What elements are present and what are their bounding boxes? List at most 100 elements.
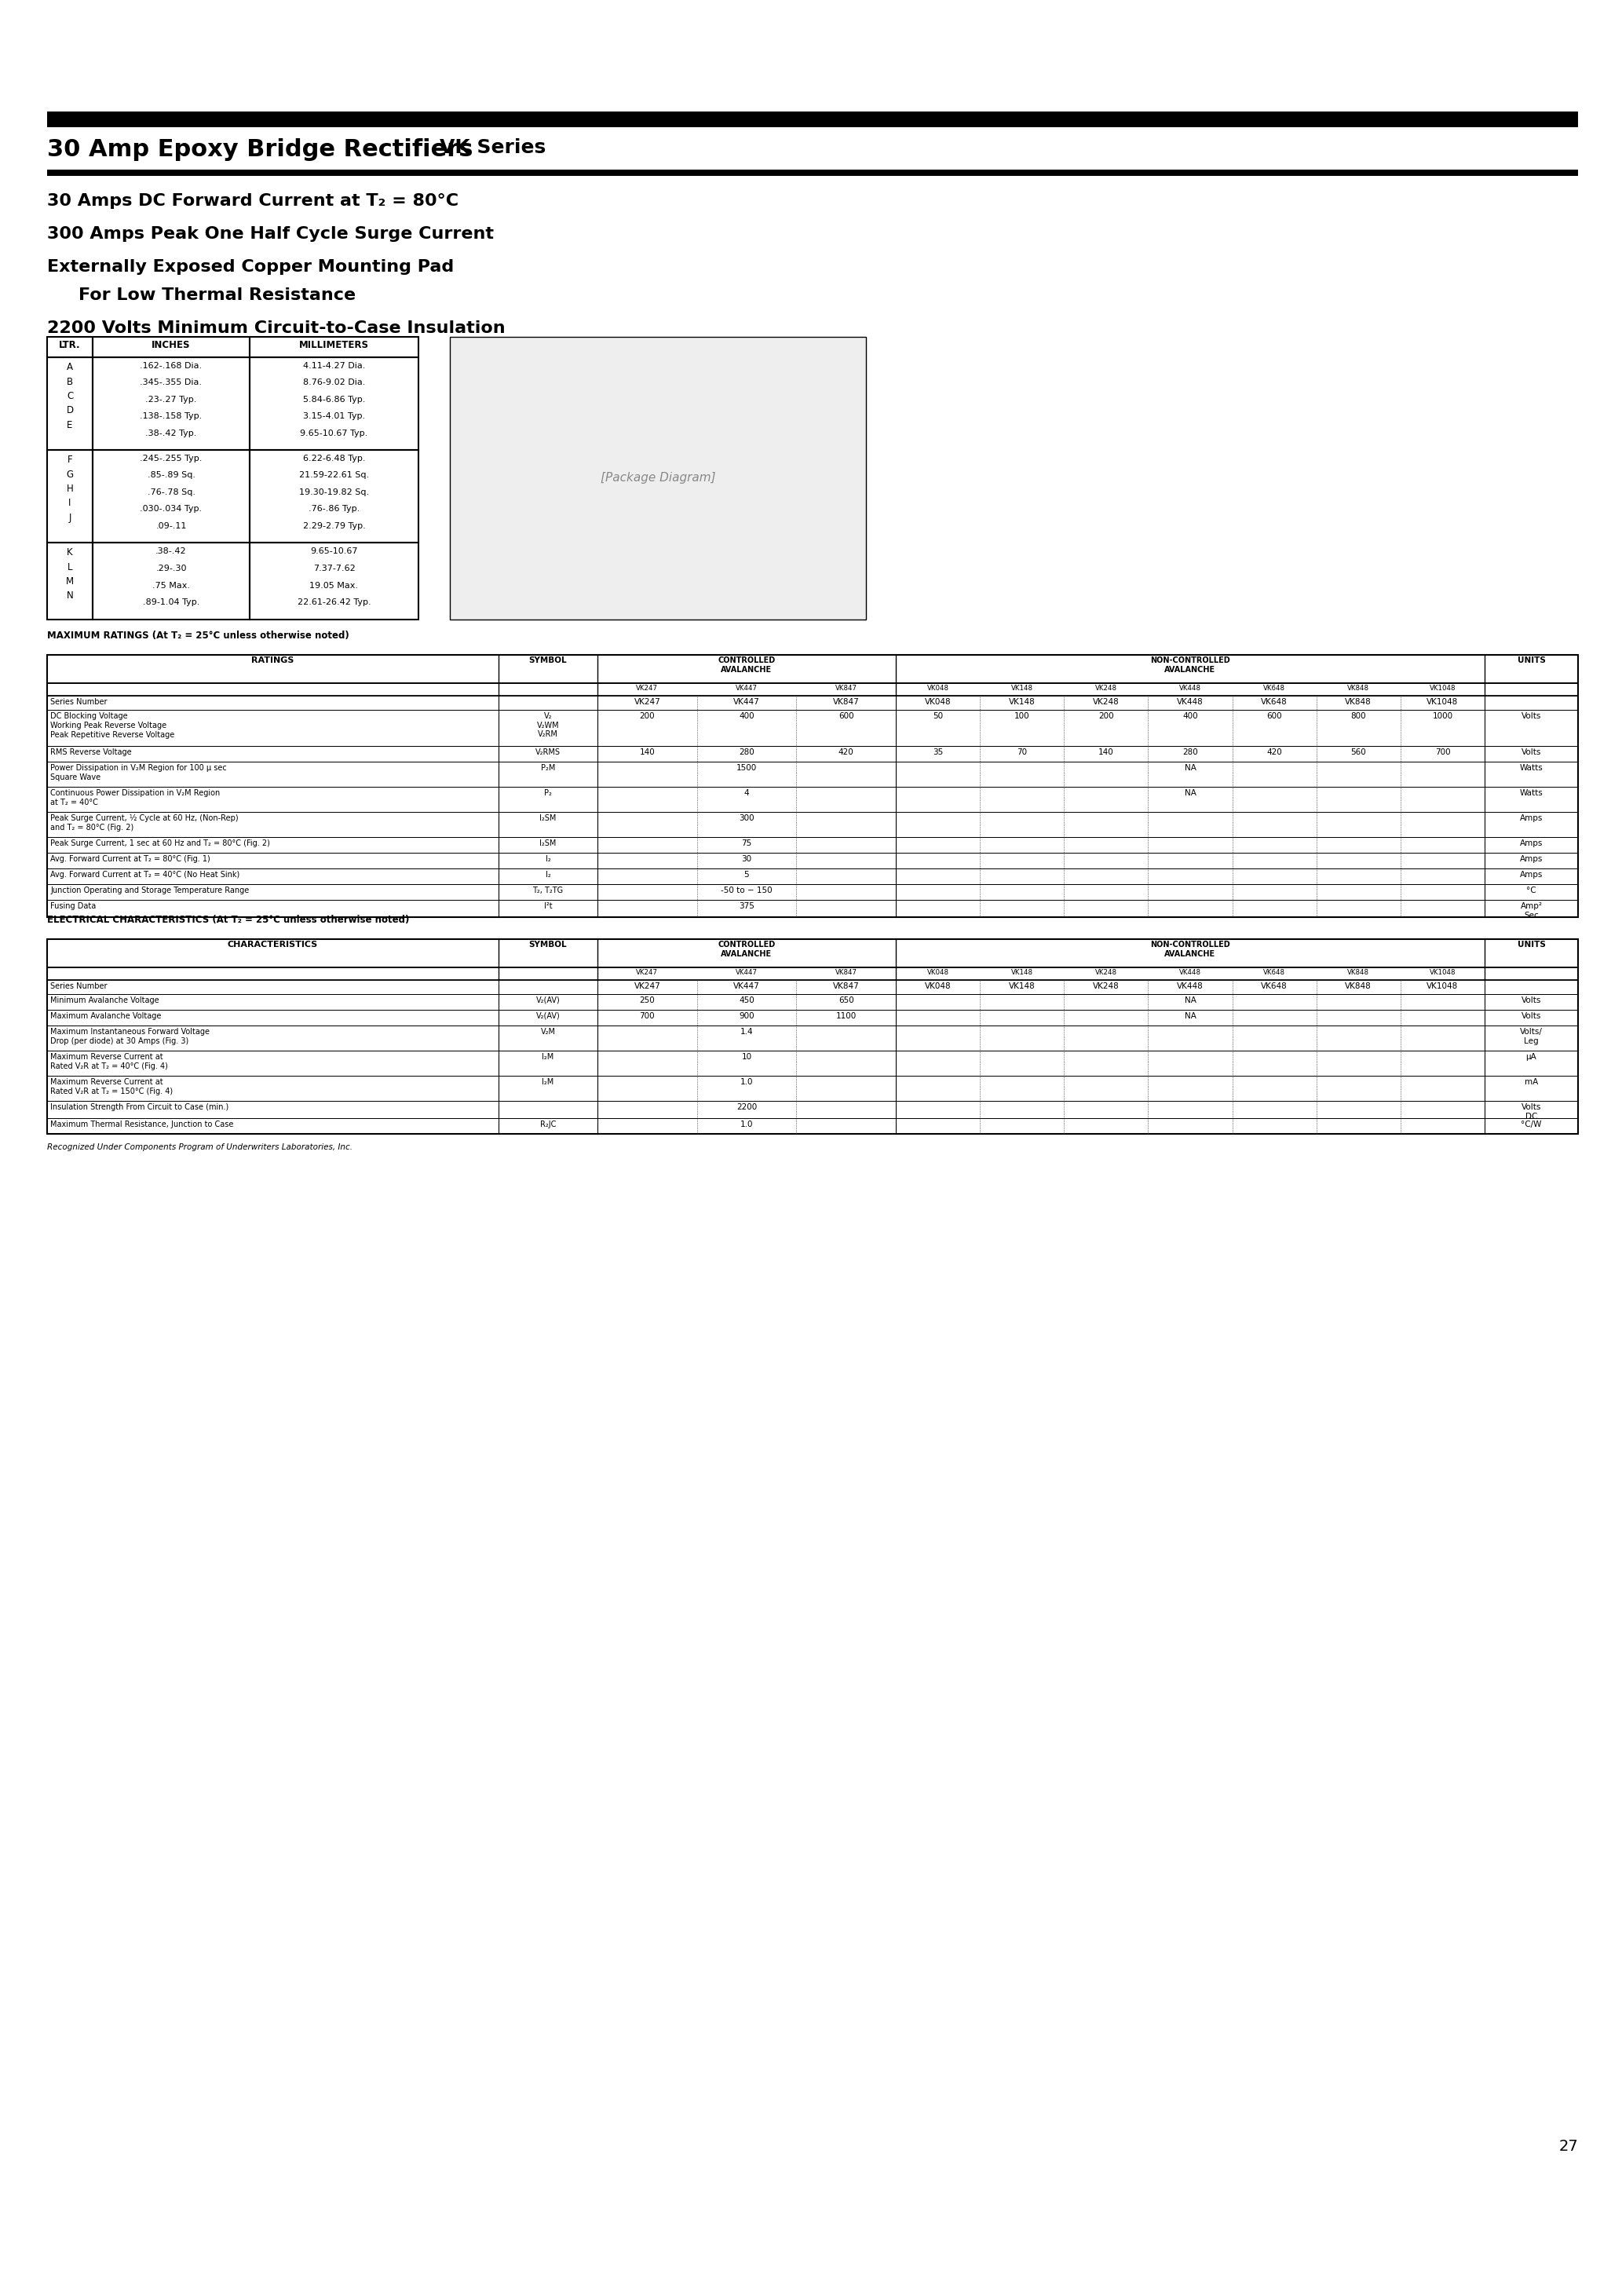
Text: VK1048: VK1048 — [1427, 698, 1458, 705]
Text: 6.22-6.48 Typ.: 6.22-6.48 Typ. — [303, 455, 365, 461]
Text: 2200 Volts Minimum Circuit-to-Case Insulation: 2200 Volts Minimum Circuit-to-Case Insul… — [47, 321, 506, 335]
Text: 200: 200 — [1098, 712, 1114, 721]
Text: Volts: Volts — [1521, 748, 1541, 755]
Bar — [47, 967, 1578, 980]
Bar — [47, 939, 1578, 967]
Text: Peak Surge Current, 1 sec at 60 Hz and T₂ = 80°C (Fig. 2): Peak Surge Current, 1 sec at 60 Hz and T… — [50, 840, 269, 847]
Bar — [92, 338, 250, 358]
Text: 400: 400 — [1182, 712, 1199, 721]
Text: 420: 420 — [1267, 748, 1281, 755]
Bar — [250, 338, 418, 358]
Text: R₂JC: R₂JC — [540, 1120, 556, 1127]
Bar — [47, 1100, 1578, 1118]
Text: VK848: VK848 — [1345, 983, 1372, 990]
Text: Volts: Volts — [1521, 712, 1541, 721]
Text: MAXIMUM RATINGS (At T₂ = 25°C unless otherwise noted): MAXIMUM RATINGS (At T₂ = 25°C unless oth… — [47, 631, 349, 641]
Text: VK148: VK148 — [1009, 983, 1035, 990]
Text: 420: 420 — [839, 748, 853, 755]
Text: I₂SM: I₂SM — [540, 840, 556, 847]
Text: 5: 5 — [744, 870, 749, 879]
Text: Amps: Amps — [1520, 840, 1543, 847]
Text: .76-.78 Sq.: .76-.78 Sq. — [148, 489, 195, 496]
Text: V₂M: V₂M — [540, 1029, 555, 1035]
Text: VK247: VK247 — [634, 983, 660, 990]
Text: Peak Surge Current, ½ Cycle at 60 Hz, (Non-Rep)
and T₂ = 80°C (Fig. 2): Peak Surge Current, ½ Cycle at 60 Hz, (N… — [50, 815, 238, 831]
Text: UNITS: UNITS — [1517, 941, 1546, 948]
Text: VK648: VK648 — [1260, 698, 1288, 705]
Text: VK248: VK248 — [1095, 684, 1118, 691]
Text: -50 to − 150: -50 to − 150 — [720, 886, 772, 895]
Text: VK447: VK447 — [733, 698, 759, 705]
Text: For Low Thermal Resistance: For Low Thermal Resistance — [78, 287, 355, 303]
Bar — [47, 1026, 1578, 1052]
Bar — [92, 358, 250, 450]
Text: 30 Amps DC Forward Current at T₂ = 80°C: 30 Amps DC Forward Current at T₂ = 80°C — [47, 193, 459, 209]
Text: 140: 140 — [1098, 748, 1114, 755]
Bar — [47, 868, 1578, 884]
Text: CHARACTERISTICS: CHARACTERISTICS — [227, 941, 318, 948]
Text: UNITS: UNITS — [1517, 657, 1546, 664]
Text: LTR.: LTR. — [58, 340, 81, 351]
Text: 300: 300 — [740, 815, 754, 822]
Bar — [250, 358, 418, 450]
Text: V₂(AV): V₂(AV) — [535, 1013, 560, 1019]
Text: INCHES: INCHES — [152, 340, 190, 351]
Text: CONTROLLED
AVALANCHE: CONTROLLED AVALANCHE — [719, 657, 775, 673]
Text: Maximum Thermal Resistance, Junction to Case: Maximum Thermal Resistance, Junction to … — [50, 1120, 234, 1127]
Text: VK048: VK048 — [926, 684, 949, 691]
Text: VK447: VK447 — [736, 969, 757, 976]
Text: Continuous Power Dissipation in V₂M Region
at T₂ = 40°C: Continuous Power Dissipation in V₂M Regi… — [50, 790, 221, 806]
Bar — [47, 696, 1578, 709]
Text: 7.37-7.62: 7.37-7.62 — [313, 565, 355, 572]
Text: 250: 250 — [639, 996, 655, 1003]
Bar — [47, 170, 1578, 177]
Text: VK1048: VK1048 — [1427, 983, 1458, 990]
Bar — [47, 1077, 1578, 1100]
Bar — [47, 684, 1578, 696]
Bar — [47, 762, 1578, 788]
Text: VK447: VK447 — [733, 983, 759, 990]
Text: 9.65-10.67 Typ.: 9.65-10.67 Typ. — [300, 429, 368, 436]
Text: VK247: VK247 — [636, 684, 659, 691]
Text: 700: 700 — [639, 1013, 655, 1019]
Text: V₂
V₂WM
V₂RM: V₂ V₂WM V₂RM — [537, 712, 560, 739]
Bar — [47, 654, 1578, 684]
Text: 1.0: 1.0 — [740, 1079, 753, 1086]
Text: 2.29-2.79 Typ.: 2.29-2.79 Typ. — [303, 521, 365, 530]
Text: 70: 70 — [1017, 748, 1027, 755]
Bar — [47, 654, 1578, 916]
Bar — [47, 113, 1578, 126]
Text: Avg. Forward Current at T₂ = 80°C (Fig. 1): Avg. Forward Current at T₂ = 80°C (Fig. … — [50, 854, 211, 863]
Text: VK648: VK648 — [1260, 983, 1288, 990]
Text: Fusing Data: Fusing Data — [50, 902, 96, 909]
Bar — [250, 450, 418, 542]
Bar — [92, 542, 250, 620]
Text: 19.30-19.82 Sq.: 19.30-19.82 Sq. — [298, 489, 370, 496]
Text: VK448: VK448 — [1178, 698, 1204, 705]
Text: VK1048: VK1048 — [1429, 684, 1455, 691]
Text: Recognized Under Components Program of Underwriters Laboratories, Inc.: Recognized Under Components Program of U… — [47, 1143, 352, 1150]
Text: F
G
H
I
J: F G H I J — [67, 455, 73, 523]
Text: 375: 375 — [738, 902, 754, 909]
Text: 30 Amp Epoxy Bridge Rectifiers: 30 Amp Epoxy Bridge Rectifiers — [47, 138, 474, 161]
Text: °C: °C — [1526, 886, 1536, 895]
Text: 200: 200 — [639, 712, 655, 721]
Text: 650: 650 — [839, 996, 853, 1003]
Bar — [449, 338, 866, 620]
Text: Power Dissipation in V₂M Region for 100 µ sec
Square Wave: Power Dissipation in V₂M Region for 100 … — [50, 765, 227, 781]
Text: 19.05 Max.: 19.05 Max. — [310, 581, 358, 590]
Text: 50: 50 — [933, 712, 942, 721]
Text: VK847: VK847 — [832, 698, 860, 705]
Text: 4: 4 — [744, 790, 749, 797]
Bar — [92, 450, 250, 542]
Text: 8.76-9.02 Dia.: 8.76-9.02 Dia. — [303, 379, 365, 386]
Text: 2200: 2200 — [736, 1104, 757, 1111]
Text: VK648: VK648 — [1264, 684, 1285, 691]
Text: VK847: VK847 — [835, 969, 856, 976]
Text: Amps: Amps — [1520, 854, 1543, 863]
Bar — [47, 450, 92, 542]
Bar — [47, 542, 92, 620]
Text: Volts/
Leg: Volts/ Leg — [1520, 1029, 1543, 1045]
Bar — [47, 939, 1578, 1134]
Text: A
B
C
D
E: A B C D E — [67, 363, 73, 429]
